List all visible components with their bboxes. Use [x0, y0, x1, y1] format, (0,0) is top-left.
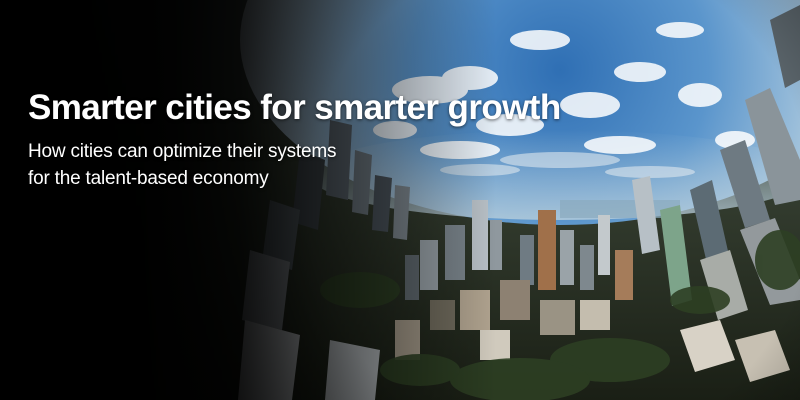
banner-headline: Smarter cities for smarter growth — [28, 88, 561, 127]
subheadline-line-2: for the talent-based economy — [28, 168, 269, 189]
subheadline-line-1: How cities can optimize their systems — [28, 141, 337, 162]
banner-text: Smarter cities for smarter growth How ci… — [28, 86, 588, 192]
banner-subheadline: How cities can optimize their systems fo… — [28, 138, 588, 192]
